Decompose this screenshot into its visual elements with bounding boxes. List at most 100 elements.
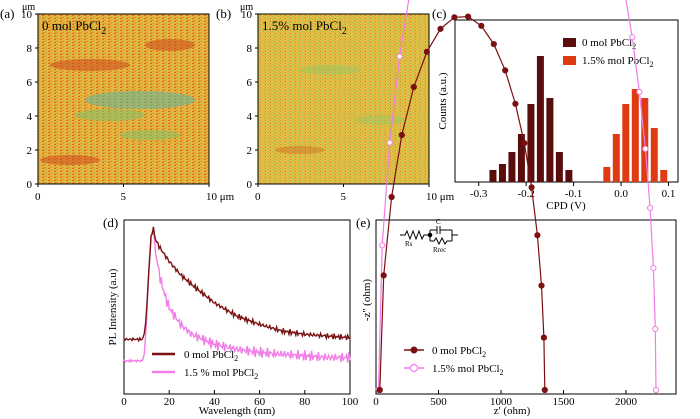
panel-a-unit: μm bbox=[22, 2, 35, 13]
nyquist-point bbox=[538, 282, 545, 289]
y-tick-label: 2 bbox=[247, 145, 253, 157]
histogram-bar bbox=[603, 167, 611, 182]
y-tick-label: 10 bbox=[21, 9, 33, 21]
nyquist-point bbox=[534, 232, 541, 239]
nyquist-point bbox=[423, 48, 430, 55]
nyquist-point bbox=[650, 265, 657, 272]
panel-e: (e) -z'' (ohm) z' (ohm) 0 500 1000 1500 2000… bbox=[356, 0, 677, 417]
histogram-bar bbox=[660, 170, 668, 182]
nyquist-point bbox=[540, 334, 548, 341]
panel-c-bars bbox=[489, 56, 668, 182]
panel-a-map-features bbox=[40, 39, 195, 165]
legend-c-label-0: 0 mol PbCl2 bbox=[582, 37, 636, 51]
y-tick-label: 8 bbox=[27, 43, 33, 55]
nyquist-point bbox=[386, 139, 393, 146]
panel-e-ticks: 0 500 1000 1500 2000 bbox=[373, 390, 638, 408]
y-tick-label: 8 bbox=[247, 43, 253, 55]
nyquist-point bbox=[512, 100, 519, 107]
x-tick-label: 5 bbox=[341, 191, 347, 203]
nyquist-point bbox=[376, 386, 383, 394]
nyquist-curve bbox=[377, 0, 657, 391]
panel-e-frame bbox=[375, 219, 677, 395]
histogram-bar bbox=[565, 170, 573, 182]
x-tick-label: -0.2 bbox=[517, 188, 534, 200]
histogram-bar bbox=[508, 152, 516, 182]
y-tick-label: 0 bbox=[247, 179, 253, 191]
panel-b: (b) μm 1.5% mol PbCl2 0 2 4 6 8 10 0 5 10 μm bbox=[216, 2, 455, 203]
circuit-rs-label: Rs bbox=[405, 240, 413, 248]
y-tick-label: 4 bbox=[27, 111, 33, 123]
nyquist-point bbox=[642, 145, 649, 152]
nyquist-point bbox=[490, 41, 497, 48]
panel-d-label: (d) bbox=[103, 215, 118, 230]
panel-c-ylabel: Counts (a.u.) bbox=[437, 72, 449, 129]
panel-e-label: (e) bbox=[356, 215, 370, 230]
legend-c-label-1: 1.5% mol PbCl2 bbox=[582, 55, 654, 69]
nyquist-point bbox=[652, 325, 659, 333]
legend-e-label-0: 0 mol PbCl2 bbox=[432, 345, 486, 359]
panel-c-ticks: -0.3 -0.2 -0.1 0.0 0.1 bbox=[470, 182, 675, 200]
nyquist-point bbox=[396, 53, 403, 60]
panel-d-lines bbox=[123, 226, 351, 364]
histogram-bar bbox=[612, 134, 620, 182]
histogram-bar bbox=[546, 98, 554, 182]
nyquist-point bbox=[502, 67, 509, 74]
histogram-bar bbox=[650, 128, 658, 182]
x-tick-label: 20 bbox=[164, 396, 176, 408]
x-tick-label: 0.1 bbox=[662, 188, 676, 200]
panel-d-ticks: 0 20 40 60 80 100 bbox=[121, 390, 359, 408]
histogram-bar bbox=[517, 134, 525, 182]
rs-resistor bbox=[400, 229, 430, 241]
nyquist-point bbox=[652, 386, 660, 394]
histogram-bar bbox=[498, 164, 506, 182]
x-tick-label: 80 bbox=[299, 396, 311, 408]
y-tick-label: 10 bbox=[241, 9, 253, 21]
x-tick-label: 1000 bbox=[490, 396, 513, 408]
x-tick-label: -0.3 bbox=[470, 188, 488, 200]
circuit-rrec-label: Rrec bbox=[433, 246, 446, 254]
panel-a-y-ticks: 0 2 4 6 8 10 bbox=[21, 9, 38, 191]
x-tick-label: 60 bbox=[254, 396, 266, 408]
x-tick-label: 0 bbox=[35, 191, 41, 203]
legend-d-label-1: 1.5 % mol PbCl2 bbox=[184, 367, 258, 381]
x-tick-label: 10 μm bbox=[426, 191, 455, 203]
histogram-bar bbox=[555, 152, 563, 182]
panel-b-map-features bbox=[275, 65, 405, 154]
nyquist-point bbox=[380, 272, 387, 279]
panel-d-xlabel: Wavelength (nm) bbox=[199, 405, 276, 417]
panel-b-label: (b) bbox=[216, 6, 231, 21]
y-tick-label: 4 bbox=[247, 111, 253, 123]
panel-d-frame bbox=[123, 219, 351, 395]
panel-c-legend: 0 mol PbCl2 1.5% mol PbCl2 bbox=[563, 37, 654, 69]
legend-c-swatch-0 bbox=[563, 38, 576, 47]
panel-b-unit: μm bbox=[240, 2, 253, 13]
nyquist-point bbox=[451, 14, 458, 21]
rrec-resistor bbox=[430, 236, 452, 246]
x-tick-label: 5 bbox=[121, 191, 127, 203]
x-tick-label: 40 bbox=[209, 396, 221, 408]
circuit-inset bbox=[400, 226, 458, 246]
panel-b-x-ticks: 0 5 10 μm bbox=[255, 184, 455, 203]
x-tick-label: 0 bbox=[255, 191, 261, 203]
circuit-c-label: C bbox=[436, 218, 441, 226]
nyquist-point bbox=[541, 386, 548, 394]
x-tick-label: 0 bbox=[121, 396, 127, 408]
nyquist-point bbox=[410, 83, 417, 91]
nyquist-point bbox=[521, 140, 528, 147]
histogram-bar bbox=[536, 56, 544, 182]
y-tick-label: 6 bbox=[247, 77, 253, 89]
panel-e-points bbox=[375, 0, 660, 394]
x-tick-label: 100 bbox=[342, 396, 359, 408]
panel-e-legend: 0 mol PbCl2 1.5% mol PbCl2 bbox=[404, 345, 504, 377]
histogram-bar bbox=[489, 170, 497, 182]
histogram-bar bbox=[622, 104, 630, 182]
panel-e-xlabel: z' (ohm) bbox=[494, 405, 531, 417]
pl-line-series bbox=[123, 226, 351, 343]
panel-a: (a) μm 0 mol PbCl2 0 2 4 6 8 10 0 5 10 μm bbox=[0, 2, 235, 203]
panel-a-label: (a) bbox=[0, 6, 14, 21]
x-tick-label: 10 μm bbox=[206, 191, 235, 203]
panel-b-title: 1.5% mol PbCl2 bbox=[262, 18, 347, 37]
nyquist-point bbox=[465, 13, 472, 20]
nyquist-point bbox=[379, 242, 386, 249]
